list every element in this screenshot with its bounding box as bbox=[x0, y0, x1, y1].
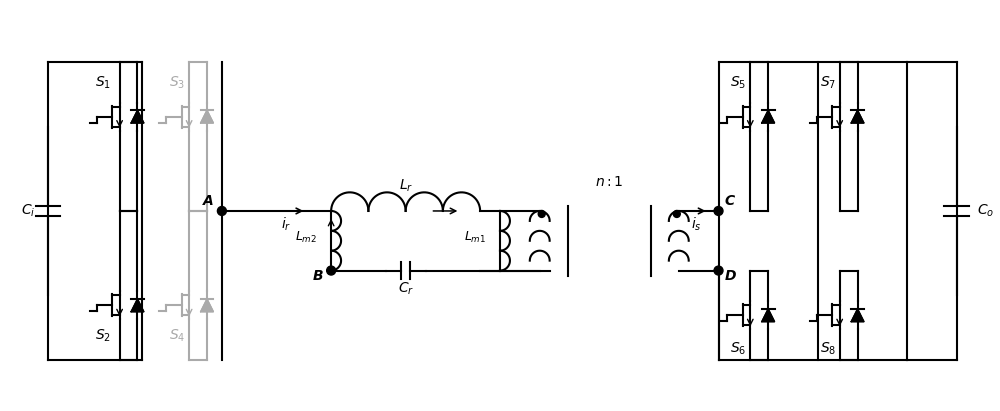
Text: $S_8$: $S_8$ bbox=[820, 341, 836, 358]
Polygon shape bbox=[851, 309, 864, 322]
Polygon shape bbox=[201, 110, 213, 123]
Circle shape bbox=[714, 206, 723, 215]
Polygon shape bbox=[762, 309, 775, 322]
Text: $n:1$: $n:1$ bbox=[595, 175, 624, 189]
Text: $C_i$: $C_i$ bbox=[21, 203, 35, 219]
Text: D: D bbox=[724, 270, 736, 284]
Polygon shape bbox=[201, 299, 213, 312]
Text: $L_r$: $L_r$ bbox=[399, 177, 413, 194]
Text: $L_{m1}$: $L_{m1}$ bbox=[464, 230, 486, 245]
Polygon shape bbox=[131, 299, 144, 312]
Polygon shape bbox=[762, 110, 775, 123]
Text: C: C bbox=[724, 194, 735, 208]
Text: $L_{m2}$: $L_{m2}$ bbox=[295, 230, 317, 245]
Text: B: B bbox=[313, 270, 323, 284]
Circle shape bbox=[714, 266, 723, 275]
Text: $S_4$: $S_4$ bbox=[169, 328, 185, 344]
Text: $i_r$: $i_r$ bbox=[281, 216, 292, 233]
Text: $S_1$: $S_1$ bbox=[95, 75, 111, 91]
Text: $S_3$: $S_3$ bbox=[169, 75, 185, 91]
Polygon shape bbox=[131, 110, 144, 123]
Polygon shape bbox=[851, 110, 864, 123]
Circle shape bbox=[327, 266, 336, 275]
Text: $S_7$: $S_7$ bbox=[820, 75, 836, 91]
Circle shape bbox=[673, 210, 680, 217]
Circle shape bbox=[217, 206, 226, 215]
Text: $C_o$: $C_o$ bbox=[977, 203, 994, 219]
Text: $S_2$: $S_2$ bbox=[95, 328, 111, 344]
Text: $i_s$: $i_s$ bbox=[691, 216, 702, 233]
Text: A: A bbox=[203, 194, 214, 208]
Text: $S_5$: $S_5$ bbox=[730, 75, 746, 91]
Text: $S_6$: $S_6$ bbox=[730, 341, 747, 358]
Circle shape bbox=[538, 210, 545, 217]
Text: $C_r$: $C_r$ bbox=[398, 280, 414, 297]
